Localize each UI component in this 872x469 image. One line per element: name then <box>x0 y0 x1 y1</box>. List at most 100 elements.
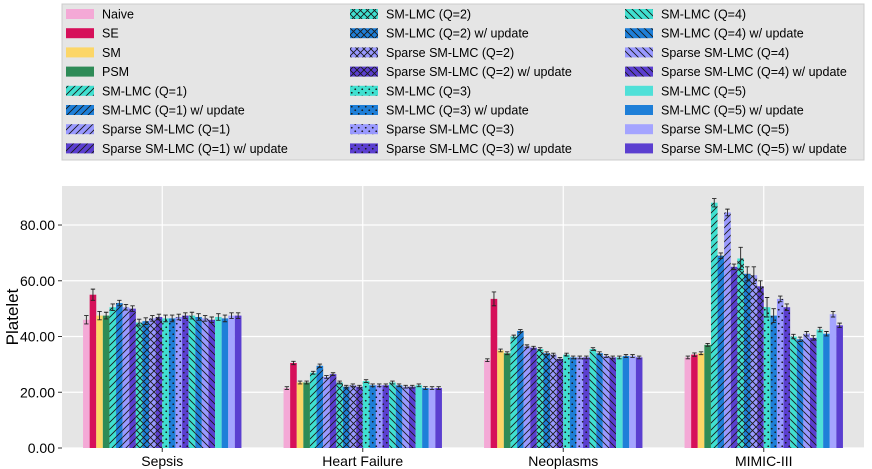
error-bar <box>436 386 441 390</box>
legend-item: Sparse SM-LMC (Q=4) <box>625 46 789 60</box>
bar-sm-heart-failure <box>296 382 304 448</box>
bar-sm-lmc-q-2-neoplasms <box>536 349 544 448</box>
bar-sparse-sm-lmc-q-4-heart-failure <box>402 386 409 448</box>
bar-sm-mimic-iii <box>697 353 705 448</box>
error-bar <box>183 312 188 319</box>
bar-group-mimic-iii <box>684 198 843 448</box>
legend-swatch <box>66 85 94 96</box>
error-bar <box>377 383 382 388</box>
bar-sparse-sm-lmc-q-4-neoplasms <box>602 356 610 448</box>
bar-psm-sepsis <box>102 315 110 448</box>
legend-item: SM-LMC (Q=1) <box>66 84 187 98</box>
legend-item: Sparse SM-LMC (Q=4) w/ update <box>625 65 847 79</box>
legend-label: Sparse SM-LMC (Q=1) <box>102 123 230 137</box>
bar-group-neoplasms <box>484 291 643 448</box>
legend-label: SM-LMC (Q=3) w/ update <box>386 104 529 118</box>
bar-sm-lmc-q-1-sepsis <box>109 307 117 448</box>
error-bar <box>90 288 96 301</box>
error-bar <box>610 355 615 360</box>
bar-se-neoplasms <box>490 298 498 448</box>
error-bar <box>603 354 609 358</box>
legend: Naive SE SM PSM SM-LMC (Q=1) SM-LMC (Q=1) w/ … <box>61 3 865 161</box>
bar-sparse-sm-lmc-q-4-w-update-heart-failure <box>408 386 416 448</box>
legend-item: Sparse SM-LMC (Q=2) w/ update <box>350 65 572 79</box>
error-bar <box>698 351 704 356</box>
legend-label: SE <box>102 27 119 41</box>
bar-sparse-sm-lmc-q-4-w-update-neoplasms <box>609 357 617 448</box>
legend-item: SM-LMC (Q=3) <box>350 84 471 98</box>
legend-item: SM-LMC (Q=2) <box>350 8 471 22</box>
bar-sparse-sm-lmc-q-3-w-update-sepsis <box>182 315 189 448</box>
error-bar <box>617 355 622 360</box>
legend-swatch <box>625 143 653 154</box>
legend-swatch <box>350 28 378 39</box>
legend-swatch <box>350 47 378 58</box>
bar-se-sepsis <box>89 294 97 448</box>
bar-sm-lmc-q-5-w-update-neoplasms <box>622 356 630 448</box>
error-bar <box>791 333 796 340</box>
legend-swatch <box>350 9 378 19</box>
bar-sm-lmc-q-1-neoplasms <box>510 336 518 448</box>
bar-sparse-sm-lmc-q-3-neoplasms <box>576 357 584 448</box>
error-bar <box>390 380 395 385</box>
error-bar <box>196 313 201 321</box>
error-bar <box>324 375 329 379</box>
bar-sm-lmc-q-5-neoplasms <box>616 357 623 448</box>
bar-sm-lmc-q-3-w-update-neoplasms <box>569 357 577 448</box>
bar-sparse-sm-lmc-q-5-neoplasms <box>629 356 636 448</box>
bar-sparse-sm-lmc-q-2-w-update-mimic-iii <box>757 286 764 448</box>
bar-group-heart-failure <box>283 360 442 448</box>
bar-sm-lmc-q-1-w-update-neoplasms <box>517 330 524 448</box>
legend-label: PSM <box>102 65 129 79</box>
legend-item: Sparse SM-LMC (Q=3) w/ update <box>350 142 572 156</box>
bar-sm-lmc-q-1-w-update-sepsis <box>116 303 123 448</box>
legend-label: SM <box>102 46 121 60</box>
bar-sparse-sm-lmc-q-2-w-update-neoplasms <box>556 358 564 448</box>
legend-label: Sparse SM-LMC (Q=4) <box>661 46 789 60</box>
error-bar <box>150 315 155 322</box>
legend-label: SM-LMC (Q=1) <box>102 84 187 98</box>
x-tick-label: Heart Failure <box>322 453 403 469</box>
bar-sm-lmc-q-3-heart-failure <box>362 381 370 448</box>
error-bar <box>784 303 790 312</box>
bar-se-heart-failure <box>290 362 297 448</box>
legend-label: Sparse SM-LMC (Q=1) w/ update <box>102 142 288 156</box>
legend-label: SM-LMC (Q=5) <box>661 84 746 98</box>
legend-item: SM-LMC (Q=3) w/ update <box>350 104 529 118</box>
legend-item: Naive <box>66 8 134 22</box>
error-bar <box>103 311 109 320</box>
bar-sm-lmc-q-5-heart-failure <box>415 385 423 448</box>
bar-sm-lmc-q-3-w-update-mimic-iii <box>770 315 777 448</box>
error-bar <box>623 354 629 358</box>
legend-swatch <box>350 105 378 115</box>
legend-swatch <box>66 28 94 39</box>
bar-sparse-sm-lmc-q-2-w-update-sepsis <box>155 317 163 448</box>
error-bar <box>531 345 536 350</box>
bar-sparse-sm-lmc-q-3-mimic-iii <box>776 298 784 448</box>
bar-sparse-sm-lmc-q-1-neoplasms <box>523 346 531 448</box>
bar-sm-lmc-q-2-w-update-neoplasms <box>543 353 551 448</box>
error-bar <box>235 312 241 319</box>
legend-item: Sparse SM-LMC (Q=3) <box>350 123 514 137</box>
bar-sm-lmc-q-5-mimic-iii <box>816 329 824 448</box>
legend-label: SM-LMC (Q=4) <box>661 8 746 22</box>
error-bar <box>837 322 842 329</box>
error-bar <box>731 263 737 271</box>
bar-sparse-sm-lmc-q-5-mimic-iii <box>829 314 837 448</box>
legend-swatch <box>66 9 94 19</box>
error-bar <box>485 358 490 363</box>
legend-frame <box>61 3 865 161</box>
bar-sm-lmc-q-4-w-update-mimic-iii <box>796 339 804 448</box>
bar-sparse-sm-lmc-q-3-heart-failure <box>375 385 383 448</box>
legend-label: Sparse SM-LMC (Q=4) w/ update <box>661 65 847 79</box>
error-bar <box>304 380 309 385</box>
legend-item: Sparse SM-LMC (Q=2) <box>350 46 514 60</box>
legend-item: SM <box>66 46 121 60</box>
bar-sparse-sm-lmc-q-2-w-update-heart-failure <box>356 386 363 448</box>
bar-sm-lmc-q-3-sepsis <box>162 318 169 448</box>
error-bar <box>590 347 596 351</box>
error-bar <box>751 266 757 285</box>
error-bar <box>577 355 582 360</box>
bar-sm-lmc-q-4-w-update-neoplasms <box>596 353 603 448</box>
legend-swatch <box>625 9 653 19</box>
